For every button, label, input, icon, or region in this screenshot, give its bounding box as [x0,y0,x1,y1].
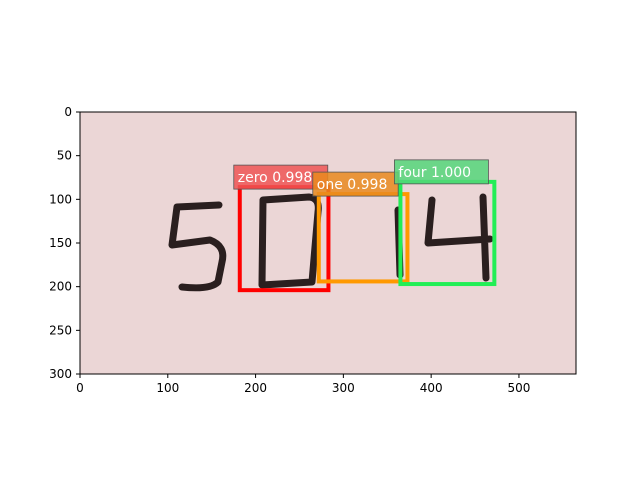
x-tick-label: 200 [244,381,267,395]
y-tick-label: 50 [57,149,72,163]
detection-label-four: four 1.000 [398,165,471,181]
y-tick-label: 100 [49,192,72,206]
digit-5 [168,201,227,292]
detection-boxes: zero 0.998 one 0.998 four 1.000 [233,159,497,293]
x-tick-label: 0 [76,381,84,395]
y-tick-label: 150 [49,236,72,250]
x-tick-label: 300 [332,381,355,395]
x-tick-label: 400 [420,381,443,395]
x-axis: 0 100 200 300 400 500 [76,374,530,395]
detection-label-bg-zero [233,164,329,190]
y-tick-label: 200 [49,280,72,294]
x-tick-label: 100 [156,381,179,395]
y-tick-label: 300 [49,367,72,381]
digit-4 [424,193,494,282]
y-tick-label: 250 [49,323,72,337]
y-axis: 0 50 100 150 200 250 300 [49,105,80,381]
y-tick-label: 0 [64,105,72,119]
detection-label-zero: zero 0.998 [238,170,313,186]
detection-label-one: one 0.998 [317,177,388,193]
detection-label-bg-four [394,159,489,185]
x-tick-label: 500 [507,381,530,395]
